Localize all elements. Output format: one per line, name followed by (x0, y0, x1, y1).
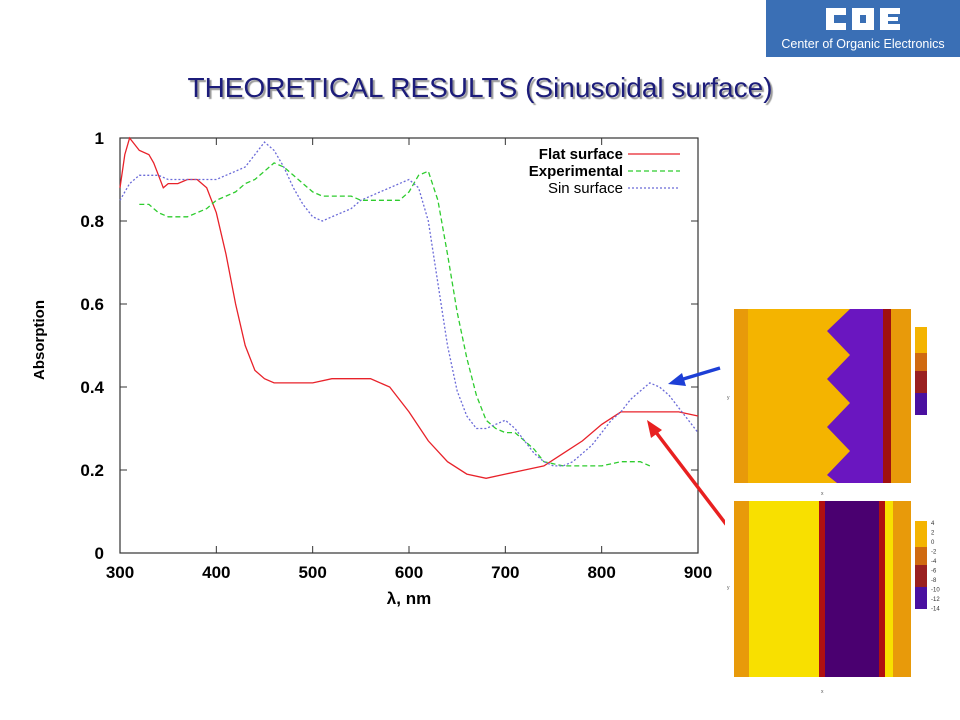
legend-label: Sin surface (548, 180, 623, 197)
legend-label: Flat surface (539, 146, 623, 163)
x-tick-label: 800 (587, 563, 615, 582)
slide-title: THEORETICAL RESULTS (Sinusoidal surface) (187, 72, 773, 103)
y-tick-label: 0.6 (80, 295, 104, 314)
colorbar-tick: 4 (931, 521, 935, 527)
red-arrow (647, 420, 734, 534)
x-tick-label: 600 (395, 563, 423, 582)
y-axis-label: Absorption (31, 300, 48, 380)
y-label-dot: y (727, 585, 730, 591)
colorbar-tick-labels: 4 2 0 -2 -4 -6 -8 -10 -12 -14 (931, 521, 940, 613)
colorbar-tick: -4 (931, 559, 937, 565)
plot-frame (119, 137, 699, 554)
coe-logo-mark (826, 8, 900, 30)
axis-ticks (119, 137, 699, 554)
series-lines (119, 136, 699, 479)
blue-arrow (668, 366, 721, 386)
colorbar-tick: -14 (931, 607, 940, 613)
y-tick-label: 0.4 (80, 378, 104, 397)
colorbar-tick: -2 (931, 550, 937, 556)
colorbar-tick: -6 (931, 569, 937, 575)
legend-label: Experimental (529, 163, 623, 180)
y-tick-label: 1 (95, 129, 104, 148)
y-label-dot: y (727, 395, 730, 401)
colorbar-tick: -8 (931, 578, 937, 584)
colorbar-tick: -10 (931, 588, 940, 594)
x-tick-label: 900 (684, 563, 712, 582)
colorbar-tick: -12 (931, 597, 940, 603)
x-label-dot: x (821, 689, 824, 695)
series-line-flat-surface (119, 136, 699, 479)
x-tick-label: 400 (202, 563, 230, 582)
flat-profile-map: 4 2 0 -2 -4 -6 -8 -10 -12 -14 y x (725, 497, 945, 697)
x-axis-label: λ, nm (387, 589, 431, 608)
x-tick-labels: 300 400 500 600 700 800 900 (106, 563, 712, 582)
series-line-sin-surface (119, 141, 699, 467)
x-label-dot: x (821, 491, 824, 497)
sinusoidal-profile-map: y x (725, 303, 945, 498)
colorbar-tick: 2 (931, 531, 935, 537)
series-line-experimental (139, 162, 651, 467)
y-tick-label: 0 (95, 544, 104, 563)
y-tick-label: 0.8 (80, 212, 104, 231)
y-tick-labels: 0 0.2 0.4 0.6 0.8 1 (80, 129, 104, 563)
x-tick-label: 300 (106, 563, 134, 582)
x-tick-label: 700 (491, 563, 519, 582)
x-tick-label: 500 (298, 563, 326, 582)
colorbar-tick: 0 (931, 540, 935, 546)
coe-logo: Center of Organic Electronics (766, 0, 960, 57)
logo-text: Center of Organic Electronics (781, 37, 945, 51)
y-tick-label: 0.2 (80, 461, 104, 480)
